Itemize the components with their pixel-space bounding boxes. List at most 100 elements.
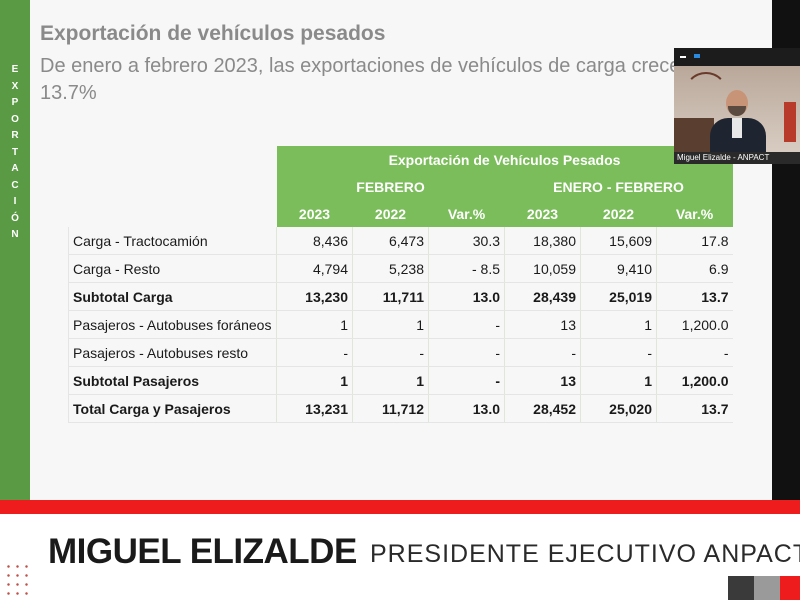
background-lamp xyxy=(684,72,728,116)
table-row: Pasajeros - Autobuses foráneos 1 1 - 13 … xyxy=(68,310,733,339)
vlabel-char: I xyxy=(13,196,17,207)
cell-value: 30.3 xyxy=(428,227,505,255)
vlabel-char: E xyxy=(11,64,19,75)
cell-value: - xyxy=(656,338,733,367)
table-row-subtotal: Subtotal Pasajeros 1 1 - 13 1 1,200.0 xyxy=(68,366,733,395)
cell-value: 25,019 xyxy=(580,282,657,311)
slide-subtitle-percent: 13.7% xyxy=(40,82,97,104)
cell-value: 28,452 xyxy=(504,394,581,423)
background-object xyxy=(784,102,796,142)
cell-value: 18,380 xyxy=(504,227,581,255)
cell-value: 13.0 xyxy=(428,282,505,311)
cell-value: 11,711 xyxy=(352,282,429,311)
table-row: Carga - Tractocamión 8,436 6,473 30.3 18… xyxy=(68,227,733,255)
column-header: Var.% xyxy=(428,200,505,227)
cell-value: 1 xyxy=(276,366,353,395)
table-row: Carga - Resto 4,794 5,238 - 8.5 10,059 9… xyxy=(68,254,733,283)
cell-value: 10,059 xyxy=(504,254,581,283)
row-label: Pasajeros - Autobuses foráneos xyxy=(68,310,277,339)
slide-title: Exportación de vehículos pesados xyxy=(40,22,386,45)
cell-value: 13.7 xyxy=(656,394,733,423)
minimize-icon[interactable] xyxy=(680,56,686,58)
cell-value: - xyxy=(504,338,581,367)
table-row: Pasajeros - Autobuses resto - - - - - - xyxy=(68,338,733,367)
vlabel-char: T xyxy=(11,146,19,158)
webcam-video xyxy=(674,66,800,152)
cell-value: 13.0 xyxy=(428,394,505,423)
cell-value: 6,473 xyxy=(352,227,429,255)
participant-name-label: Miguel Elizalde - ANPACT xyxy=(677,153,770,162)
cell-value: - xyxy=(276,338,353,367)
vlabel-char: N xyxy=(11,229,19,240)
cell-value: 13 xyxy=(504,366,581,395)
column-header: Var.% xyxy=(656,200,733,227)
cell-value: - xyxy=(580,338,657,367)
cell-value: 1 xyxy=(352,366,429,395)
cell-value: - xyxy=(428,366,505,395)
cell-value: 1 xyxy=(276,310,353,339)
speaker-name: MIGUEL ELIZALDE xyxy=(48,532,357,571)
background-shelf xyxy=(674,118,714,152)
vlabel-char: Ó xyxy=(11,212,19,224)
decorative-square-gray xyxy=(754,576,780,600)
column-header: 2023 xyxy=(504,200,581,227)
webcam-overlay[interactable]: Miguel Elizalde - ANPACT xyxy=(674,48,800,164)
cell-value: 11,712 xyxy=(352,394,429,423)
row-label: Subtotal Pasajeros xyxy=(68,366,277,395)
cell-value: - 8.5 xyxy=(428,254,505,283)
cell-value: 4,794 xyxy=(276,254,353,283)
group-header-enero-febrero: ENERO - FEBRERO xyxy=(504,173,733,200)
webcam-toolbar xyxy=(674,48,800,66)
decorative-square-red xyxy=(780,576,800,600)
cell-value: 1,200.0 xyxy=(656,366,733,395)
cell-value: 13 xyxy=(504,310,581,339)
table-row-total: Total Carga y Pasajeros 13,231 11,712 13… xyxy=(68,394,733,423)
table-main-header: Exportación de Vehículos Pesados xyxy=(276,146,733,173)
cell-value: - xyxy=(428,310,505,339)
cell-value: 28,439 xyxy=(504,282,581,311)
row-label: Total Carga y Pasajeros xyxy=(68,394,277,423)
vlabel-char: O xyxy=(11,113,19,125)
presentation-slide: E X P O R T A C I Ó N Exportación de veh… xyxy=(0,0,733,500)
cell-value: 1 xyxy=(580,310,657,339)
row-label: Carga - Tractocamión xyxy=(68,227,277,255)
vlabel-char: X xyxy=(11,80,19,92)
cell-value: 1 xyxy=(352,310,429,339)
speaker-beard xyxy=(728,106,746,116)
cell-value: 13.7 xyxy=(656,282,733,311)
cell-value: 13,231 xyxy=(276,394,353,423)
decorative-square-dark xyxy=(728,576,754,600)
column-header: 2022 xyxy=(580,200,657,227)
cell-value: 8,436 xyxy=(276,227,353,255)
camera-indicator-icon xyxy=(694,54,700,58)
vlabel-char: A xyxy=(11,163,19,174)
lower-third xyxy=(0,514,800,600)
cell-value: 6.9 xyxy=(656,254,733,283)
section-vertical-label: E X P O R T A C I Ó N xyxy=(0,62,30,244)
export-table: Exportación de Vehículos Pesados FEBRERO… xyxy=(68,146,733,423)
cell-value: 15,609 xyxy=(580,227,657,255)
vlabel-char: P xyxy=(11,97,19,108)
cell-value: - xyxy=(352,338,429,367)
cell-value: 1 xyxy=(580,366,657,395)
section-sidebar: E X P O R T A C I Ó N xyxy=(0,0,30,500)
cell-value: 9,410 xyxy=(580,254,657,283)
table-row-subtotal: Subtotal Carga 13,230 11,711 13.0 28,439… xyxy=(68,282,733,311)
vlabel-char: R xyxy=(11,130,19,141)
row-label: Subtotal Carga xyxy=(68,282,277,311)
cell-value: 13,230 xyxy=(276,282,353,311)
decorative-dot-grid xyxy=(4,562,30,596)
group-header-febrero: FEBRERO xyxy=(276,173,505,200)
cell-value: 25,020 xyxy=(580,394,657,423)
column-header: 2022 xyxy=(352,200,429,227)
cell-value: 5,238 xyxy=(352,254,429,283)
row-label: Carga - Resto xyxy=(68,254,277,283)
cell-value: 1,200.0 xyxy=(656,310,733,339)
red-banner-stripe xyxy=(0,500,800,514)
cell-value: - xyxy=(428,338,505,367)
cell-value: 17.8 xyxy=(656,227,733,255)
column-header: 2023 xyxy=(276,200,353,227)
vlabel-char: C xyxy=(11,179,19,191)
row-label: Pasajeros - Autobuses resto xyxy=(68,338,277,367)
slide-subtitle: De enero a febrero 2023, las exportacion… xyxy=(40,55,680,77)
